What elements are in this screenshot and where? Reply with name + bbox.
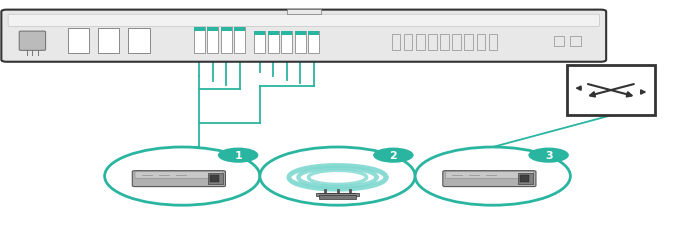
Bar (489, 35, 497, 50)
FancyBboxPatch shape (132, 171, 225, 187)
FancyBboxPatch shape (1, 11, 606, 62)
Bar (98, 29, 119, 54)
Circle shape (529, 148, 569, 163)
Bar (440, 35, 449, 50)
Bar (452, 35, 461, 50)
Bar (520, 175, 529, 182)
Bar (464, 35, 473, 50)
Bar (221, 28, 232, 54)
Bar (208, 173, 223, 184)
Bar (268, 32, 279, 54)
Circle shape (218, 148, 259, 163)
Bar (295, 32, 306, 36)
Text: 2: 2 (389, 150, 398, 161)
Bar (287, 10, 321, 15)
Bar (234, 28, 245, 54)
Circle shape (373, 148, 414, 163)
Bar (207, 28, 218, 54)
Bar (221, 28, 232, 32)
Bar (570, 37, 581, 47)
Circle shape (105, 147, 260, 205)
Bar (254, 32, 265, 36)
Bar (554, 37, 564, 47)
Bar (316, 193, 359, 196)
Bar (404, 35, 412, 50)
Bar (392, 35, 400, 50)
FancyBboxPatch shape (135, 172, 223, 179)
Bar (254, 32, 265, 54)
Text: 3: 3 (545, 150, 552, 161)
Text: 1: 1 (234, 150, 242, 161)
Bar (281, 32, 292, 36)
Bar (428, 35, 437, 50)
Bar (477, 35, 485, 50)
Bar (308, 32, 319, 36)
Bar (234, 28, 245, 32)
Bar (319, 196, 356, 199)
Bar (518, 173, 533, 184)
Bar (207, 28, 218, 32)
Bar (295, 32, 306, 54)
FancyBboxPatch shape (446, 172, 533, 179)
Bar (210, 175, 219, 182)
Circle shape (260, 147, 415, 205)
Bar (308, 32, 319, 54)
Bar (416, 35, 425, 50)
Bar (68, 29, 89, 54)
Bar (567, 66, 655, 116)
Bar (194, 28, 205, 54)
Bar (268, 32, 279, 36)
Circle shape (415, 147, 570, 205)
FancyBboxPatch shape (443, 171, 536, 187)
FancyBboxPatch shape (19, 32, 45, 51)
Bar (128, 29, 150, 54)
Bar (194, 28, 205, 32)
Bar (281, 32, 292, 54)
FancyBboxPatch shape (8, 15, 599, 27)
